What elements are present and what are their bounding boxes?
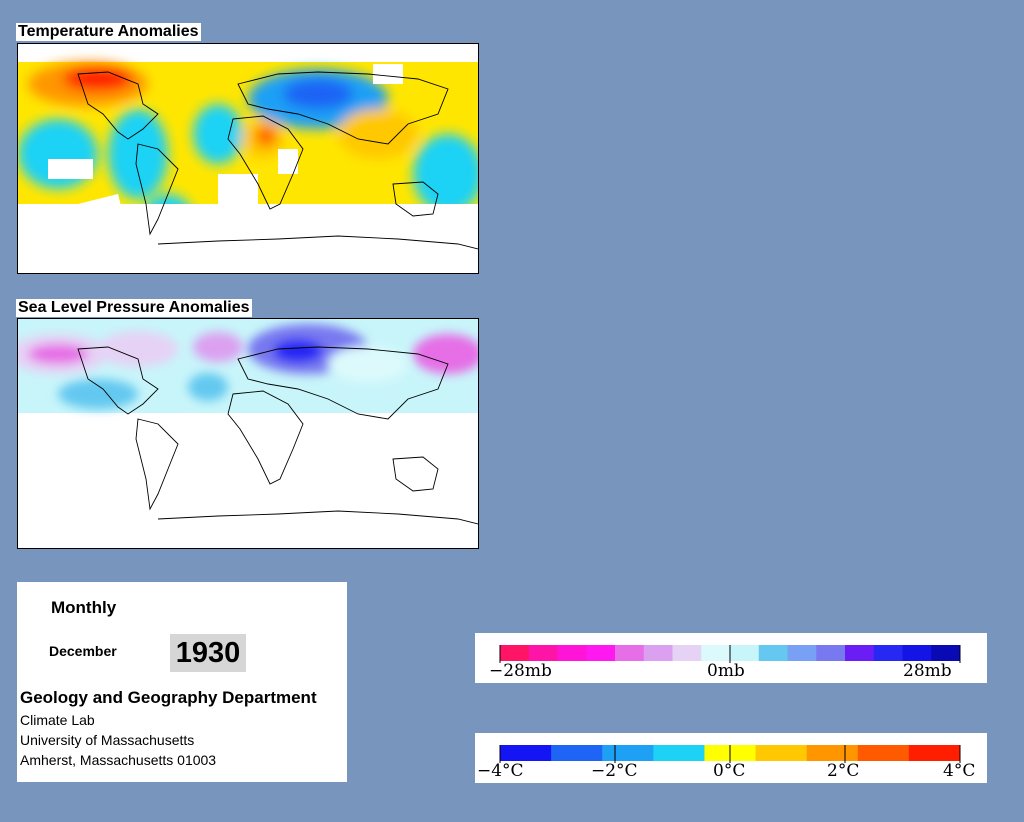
colorbar-segment — [500, 645, 530, 661]
pressure-colorbar — [499, 645, 961, 663]
colorbar-segment — [615, 645, 645, 661]
colorbar-segment — [755, 745, 808, 761]
pressure-field — [18, 319, 478, 413]
colorbar-segment — [557, 645, 587, 661]
colorbar-segment — [730, 645, 760, 661]
colorbar-segment — [806, 745, 859, 761]
info-box: Monthly December 1930 Geology and Geogra… — [17, 582, 347, 782]
temperature-map — [17, 43, 479, 274]
colorbar-segment — [908, 745, 961, 761]
temp-label-m4: −4°C — [477, 761, 524, 781]
temperature-title: Temperature Anomalies — [16, 23, 201, 41]
temp-label-m2: −2°C — [591, 761, 638, 781]
year-label: 1930 — [170, 634, 246, 672]
pressure-label-zero: 0mb — [707, 661, 745, 681]
colorbar-segment — [643, 645, 673, 661]
colorbar-segment — [857, 745, 910, 761]
colorbar-segment — [551, 745, 603, 761]
coastlines — [77, 71, 478, 250]
temp-label-2: 2°C — [827, 761, 860, 781]
lab-line: Climate Lab — [20, 712, 95, 728]
university-line: University of Massachusetts — [20, 732, 195, 748]
coastlines — [77, 346, 478, 525]
colorbar-segment — [500, 745, 552, 761]
colorbar-segment — [672, 645, 702, 661]
colorbar-segment — [758, 645, 788, 661]
department-label: Geology and Geography Department — [20, 688, 317, 707]
colorbar-segment — [653, 745, 705, 761]
colorbar-segment — [816, 645, 846, 661]
pressure-label-min: −28mb — [489, 661, 552, 681]
month-label: December — [49, 643, 117, 659]
colorbar-segment — [902, 645, 932, 661]
colorbar-segment — [787, 645, 817, 661]
colorbar-segment — [602, 745, 654, 761]
temp-label-0: 0°C — [713, 761, 746, 781]
pressure-legend: −28mb 0mb 28mb — [475, 633, 987, 683]
temp-label-4: 4°C — [943, 761, 976, 781]
temperature-legend: −4°C −2°C 0°C 2°C 4°C — [475, 733, 987, 783]
colorbar-segment — [701, 645, 731, 661]
colorbar-segment — [931, 645, 961, 661]
colorbar-segment — [528, 645, 558, 661]
pressure-label-max: 28mb — [903, 661, 952, 681]
address-line: Amherst, Massachusetts 01003 — [20, 752, 217, 768]
frequency-label: Monthly — [51, 598, 117, 617]
colorbar-segment — [845, 645, 875, 661]
temperature-field — [18, 62, 478, 273]
colorbar-segment — [873, 645, 903, 661]
colorbar-segment — [586, 645, 616, 661]
pressure-title: Sea Level Pressure Anomalies — [16, 299, 252, 317]
pressure-map — [17, 318, 479, 549]
temperature-colorbar — [499, 745, 961, 763]
